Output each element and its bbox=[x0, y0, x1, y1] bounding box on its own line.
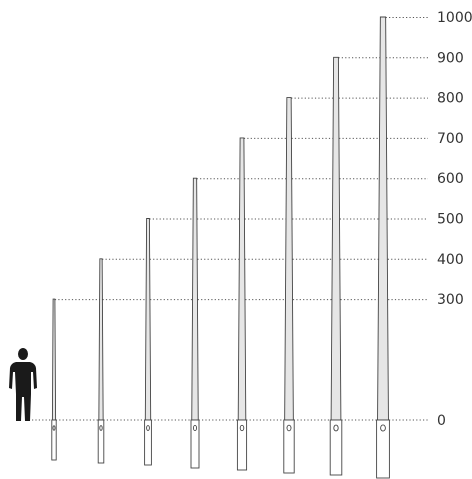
pole bbox=[97, 258, 105, 464]
pole-shaft bbox=[330, 56, 342, 421]
pole-hole bbox=[380, 424, 386, 432]
pole-base bbox=[51, 419, 57, 461]
pole-base bbox=[144, 419, 152, 466]
pole-shaft bbox=[191, 177, 199, 421]
scale-label: 500 bbox=[437, 212, 464, 228]
scale-label: 900 bbox=[437, 50, 464, 66]
scale-label: 600 bbox=[437, 171, 464, 187]
pole-hole bbox=[146, 425, 150, 431]
pole-base bbox=[283, 419, 295, 474]
scale-label: 700 bbox=[437, 131, 464, 147]
pole-shaft bbox=[377, 16, 389, 421]
scale-label: 800 bbox=[437, 91, 464, 107]
pole-hole bbox=[286, 424, 292, 432]
pole bbox=[329, 56, 343, 476]
pole-shaft bbox=[284, 97, 294, 421]
pole-shaft bbox=[51, 298, 57, 421]
pole-shaft bbox=[144, 218, 152, 421]
pole bbox=[236, 137, 248, 471]
pole-hole bbox=[99, 425, 103, 431]
pole bbox=[190, 177, 200, 469]
pole-base bbox=[236, 419, 248, 471]
scale-label: 1000 bbox=[437, 10, 472, 26]
guide-lines bbox=[32, 17, 428, 421]
pole-hole bbox=[192, 424, 198, 432]
pole-shaft bbox=[237, 137, 247, 421]
pole-shaft bbox=[98, 258, 104, 421]
scale-label: 300 bbox=[437, 292, 464, 308]
scale-labels: 0 300 400 500 600 700 800 900 1000 bbox=[437, 10, 472, 429]
pole-base bbox=[329, 419, 343, 476]
person-silhouette-icon bbox=[9, 348, 37, 421]
pole bbox=[376, 16, 390, 479]
pole-hole bbox=[52, 425, 56, 431]
scale-label: 400 bbox=[437, 252, 464, 268]
pole bbox=[144, 218, 152, 466]
pole bbox=[51, 298, 57, 461]
pole-base bbox=[376, 419, 390, 479]
poles bbox=[51, 16, 390, 479]
pole bbox=[283, 97, 295, 474]
scale-label: 0 bbox=[437, 413, 446, 429]
pole-base bbox=[97, 419, 105, 464]
pole-hole bbox=[239, 424, 245, 432]
pole-base bbox=[190, 419, 200, 469]
pole-hole bbox=[333, 424, 339, 432]
